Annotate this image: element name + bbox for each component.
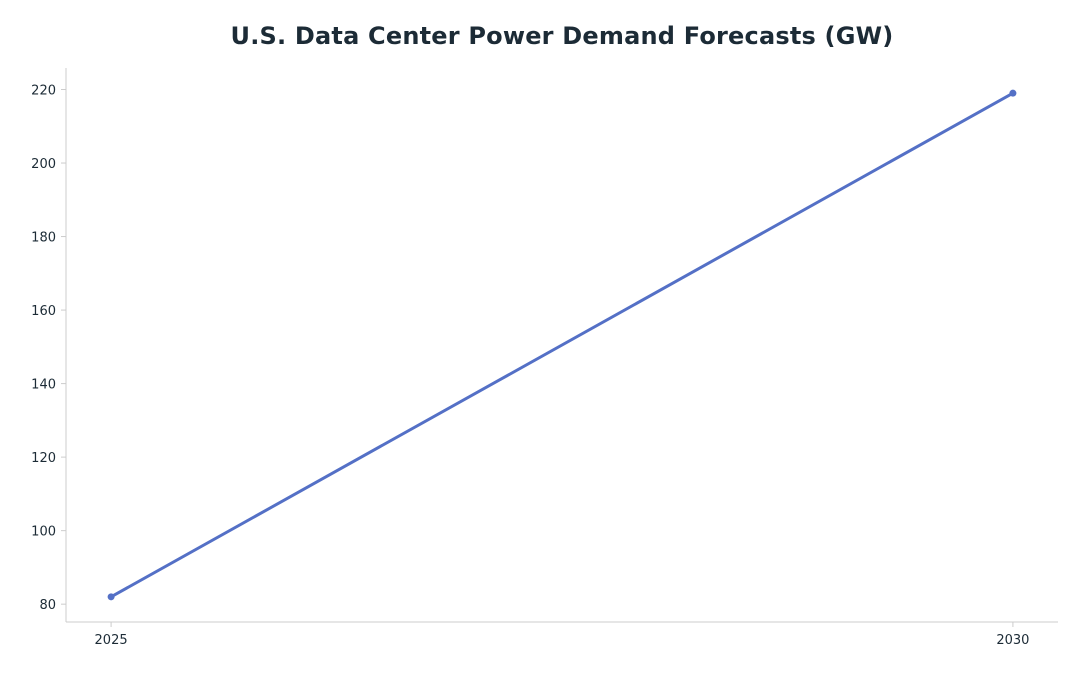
series-line [109, 91, 1015, 599]
data-point [1009, 89, 1017, 97]
x-tick-label: 2025 [95, 633, 128, 648]
y-tick-label: 220 [31, 84, 56, 99]
x-tick-label: 2030 [996, 633, 1029, 648]
y-tick-label: 120 [31, 451, 56, 466]
data-point [107, 593, 115, 601]
y-tick-label: 180 [31, 231, 56, 246]
y-tick-label: 160 [31, 304, 56, 319]
axes [65, 68, 1058, 623]
y-ticks: 80 100 120 140 160 180 200 220 [31, 84, 66, 613]
y-tick-label: 200 [31, 157, 56, 172]
series-layer [107, 89, 1017, 601]
y-tick-label: 80 [39, 598, 56, 613]
chart-title: U.S. Data Center Power Demand Forecasts … [230, 22, 894, 50]
y-tick-label: 100 [31, 525, 56, 540]
y-tick-label: 140 [31, 378, 56, 393]
x-ticks: 2025 2030 [95, 622, 1029, 648]
